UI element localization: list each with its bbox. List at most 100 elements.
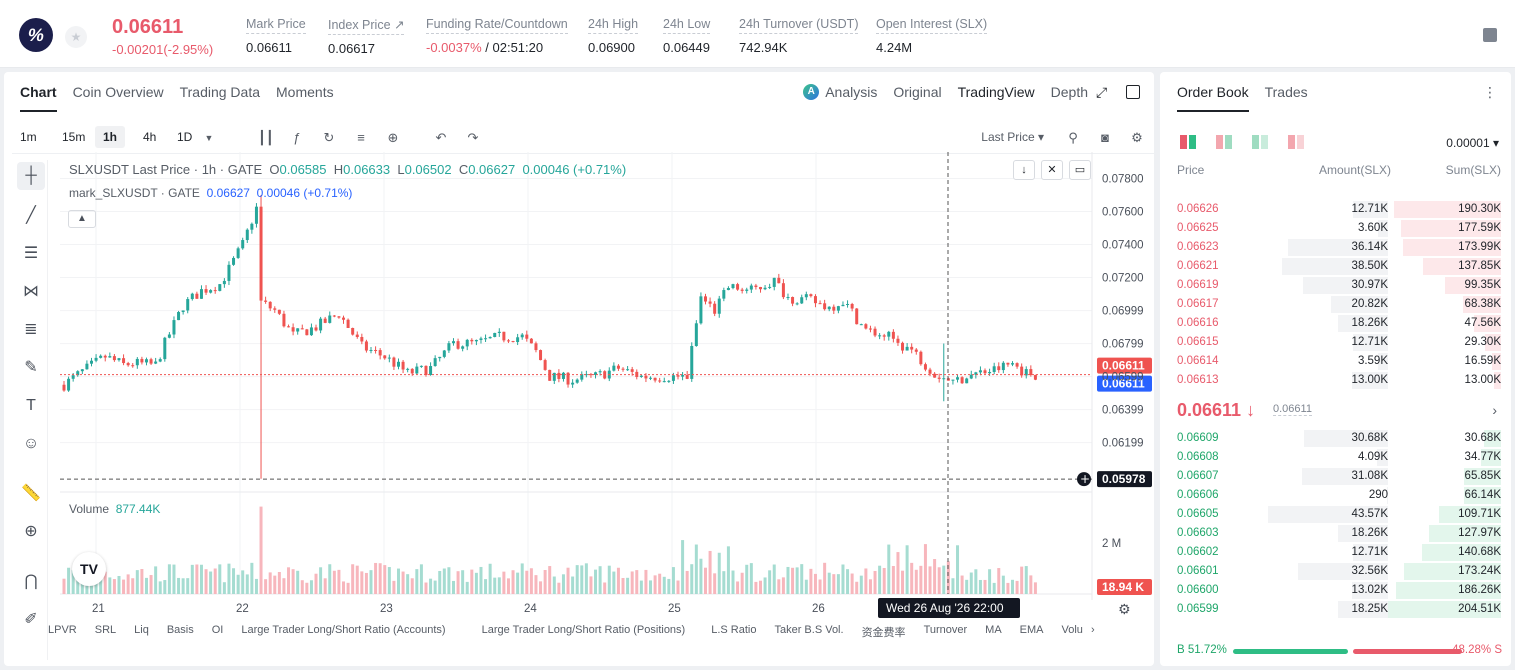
book-icon[interactable] bbox=[1483, 28, 1497, 42]
candle-type-icon[interactable]: ┃┃ bbox=[258, 130, 274, 145]
fib-tool-icon[interactable]: ≣ bbox=[24, 321, 38, 338]
tab-order-book[interactable]: Order Book bbox=[1177, 84, 1249, 112]
indicator-ls-ratio[interactable]: L.S Ratio bbox=[711, 624, 757, 636]
maximize-pane-icon[interactable]: ▭ bbox=[1069, 160, 1091, 180]
collapse-panes-icon[interactable]: ✕ bbox=[1041, 160, 1063, 180]
ask-row[interactable]: 0.06626 12.71K 190.30K bbox=[1160, 200, 1511, 219]
indicator-oi[interactable]: OI bbox=[211, 624, 224, 636]
ask-row[interactable]: 0.06623 36.14K 173.99K bbox=[1160, 238, 1511, 257]
bid-row[interactable]: 0.06602 12.71K 140.68K bbox=[1160, 543, 1511, 562]
ask-row[interactable]: 0.06616 18.26K 47.56K bbox=[1160, 314, 1511, 333]
bid-row[interactable]: 0.06601 32.56K 173.24K bbox=[1160, 562, 1511, 581]
timeframe-15m[interactable]: 15m bbox=[62, 130, 86, 144]
more-menu-icon[interactable]: ⋮ bbox=[1483, 84, 1497, 100]
bid-row[interactable]: 0.06599 18.25K 204.51K bbox=[1160, 600, 1511, 619]
timeframe-4h[interactable]: 4h bbox=[143, 130, 157, 144]
price-type-select[interactable]: Last Price ▾ bbox=[981, 130, 1044, 144]
legend-open: 0.06585 bbox=[279, 162, 327, 177]
indicator-ema[interactable]: EMA bbox=[1019, 624, 1044, 636]
indicator-basis[interactable]: Basis bbox=[166, 624, 194, 636]
view-both-alt-icon[interactable] bbox=[1216, 135, 1232, 149]
tab-analysis[interactable]: A Analysis bbox=[803, 84, 877, 100]
expand-icon[interactable]: ⤢ bbox=[1096, 84, 1108, 100]
chevron-right-icon[interactable]: › bbox=[1492, 402, 1497, 418]
chevron-right-icon[interactable]: › bbox=[1090, 624, 1095, 636]
cell-sum: 47.56K bbox=[1464, 317, 1501, 329]
brush-tool-icon[interactable]: ✎ bbox=[24, 359, 38, 376]
tab-trading-data[interactable]: Trading Data bbox=[179, 84, 261, 100]
timeframe-1d[interactable]: 1D bbox=[177, 130, 193, 144]
emoji-tool-icon[interactable]: ☺ bbox=[22, 435, 40, 452]
tab-chart[interactable]: Chart bbox=[20, 84, 57, 112]
tab-trades[interactable]: Trades bbox=[1264, 84, 1308, 100]
timeframe-1m[interactable]: 1m bbox=[20, 130, 37, 144]
magnet-tool-icon[interactable]: ⋂ bbox=[24, 573, 38, 590]
redo-icon[interactable]: ↷ bbox=[467, 130, 479, 145]
horizontal-lines-tool-icon[interactable]: ☰ bbox=[23, 245, 39, 262]
tab-depth[interactable]: Depth bbox=[1050, 84, 1088, 100]
last-price-tag-bg bbox=[1097, 357, 1152, 374]
view-both-icon[interactable] bbox=[1180, 135, 1196, 149]
bid-row[interactable]: 0.06607 31.08K 65.85K bbox=[1160, 467, 1511, 486]
pattern-tool-icon[interactable]: ⋈ bbox=[23, 283, 39, 300]
trendline-tool-icon[interactable]: ╱ bbox=[26, 207, 36, 224]
scroll-down-icon[interactable]: ↓ bbox=[1013, 160, 1035, 180]
indicator-ma[interactable]: MA bbox=[985, 624, 1002, 636]
indicator-turnover[interactable]: Turnover bbox=[923, 624, 968, 636]
price-chart[interactable]: 0.06611 0.06611 0.05978 +18.94 K Wed 26 Aug … bbox=[4, 72, 1154, 666]
legend-collapse-button[interactable]: ▲ bbox=[68, 210, 96, 228]
tab-original[interactable]: Original bbox=[893, 84, 942, 100]
bid-row[interactable]: 0.06600 13.02K 186.26K bbox=[1160, 581, 1511, 600]
indicator-liq[interactable]: Liq bbox=[134, 624, 149, 636]
view-bids-icon[interactable] bbox=[1252, 135, 1268, 149]
buy-ratio: B 51.72% bbox=[1177, 644, 1227, 656]
undo-icon[interactable]: ↶ bbox=[435, 130, 447, 145]
ask-row[interactable]: 0.06614 3.59K 16.59K bbox=[1160, 352, 1511, 371]
ask-row[interactable]: 0.06617 20.82K 68.38K bbox=[1160, 295, 1511, 314]
template-icon[interactable]: ≡ bbox=[357, 130, 365, 145]
crosshair-tool-icon[interactable]: ┼ bbox=[17, 162, 45, 190]
search-icon[interactable]: ⚲ bbox=[1068, 130, 1078, 145]
bid-row[interactable]: 0.06605 43.57K 109.71K bbox=[1160, 505, 1511, 524]
text-tool-icon[interactable]: T bbox=[26, 397, 36, 414]
window-icon[interactable] bbox=[1126, 85, 1140, 99]
ask-row[interactable]: 0.06625 3.60K 177.59K bbox=[1160, 219, 1511, 238]
ask-row[interactable]: 0.06621 38.50K 137.85K bbox=[1160, 257, 1511, 276]
indicators-icon[interactable]: ƒ bbox=[293, 130, 301, 145]
tab-moments[interactable]: Moments bbox=[276, 84, 334, 100]
bid-row[interactable]: 0.06608 4.09K 34.77K bbox=[1160, 448, 1511, 467]
settings-gear-icon[interactable]: ⚙ bbox=[1131, 130, 1143, 145]
bid-row[interactable]: 0.06603 18.26K 127.97K bbox=[1160, 524, 1511, 543]
ask-row[interactable]: 0.06613 13.00K 13.00K bbox=[1160, 371, 1511, 390]
stat-index-price[interactable]: Index Price ↗ 0.06617 bbox=[328, 18, 405, 56]
volume-bar bbox=[461, 570, 465, 594]
volume-bar bbox=[800, 564, 804, 594]
view-asks-icon[interactable] bbox=[1288, 135, 1304, 149]
indicator-taker-bs[interactable]: Taker B.S Vol. bbox=[774, 624, 844, 636]
bid-row[interactable]: 0.06609 30.68K 30.68K bbox=[1160, 429, 1511, 448]
camera-icon[interactable]: ◙ bbox=[1101, 130, 1109, 145]
ask-row[interactable]: 0.06615 12.71K 29.30K bbox=[1160, 333, 1511, 352]
indicator-funding[interactable]: 资金费率 bbox=[861, 627, 906, 639]
tab-tradingview[interactable]: TradingView bbox=[957, 84, 1035, 100]
indicator-lt-accounts[interactable]: Large Trader Long/Short Ratio (Accounts) bbox=[241, 624, 446, 636]
candle bbox=[539, 350, 543, 361]
timeframe-dropdown-icon[interactable]: ▼ bbox=[204, 133, 214, 143]
pencil-lock-tool-icon[interactable]: ✐ bbox=[24, 611, 38, 628]
bid-row[interactable]: 0.06606 290 66.14K bbox=[1160, 486, 1511, 505]
precision-select[interactable]: 0.00001 ▾ bbox=[1446, 136, 1499, 150]
indicator-lpvr[interactable]: LPVR bbox=[48, 624, 77, 636]
indicator-volu[interactable]: Volu bbox=[1061, 624, 1083, 636]
indicator-srl[interactable]: SRL bbox=[94, 624, 117, 636]
zoom-in-tool-icon[interactable]: ⊕ bbox=[24, 523, 38, 540]
timeframe-1h[interactable]: 1h bbox=[95, 126, 126, 148]
ask-row[interactable]: 0.06619 30.97K 99.35K bbox=[1160, 276, 1511, 295]
indicator-lt-positions[interactable]: Large Trader Long/Short Ratio (Positions… bbox=[481, 624, 686, 636]
replay-icon[interactable]: ↻ bbox=[323, 130, 335, 145]
favorite-star-icon[interactable]: ★ bbox=[65, 26, 87, 48]
tradingview-logo[interactable]: TV bbox=[72, 552, 106, 586]
tab-coin-overview[interactable]: Coin Overview bbox=[72, 84, 164, 100]
candle bbox=[502, 331, 506, 341]
ruler-tool-icon[interactable]: 📏 bbox=[21, 485, 41, 502]
add-indicator-icon[interactable]: ⊕ bbox=[387, 130, 399, 145]
